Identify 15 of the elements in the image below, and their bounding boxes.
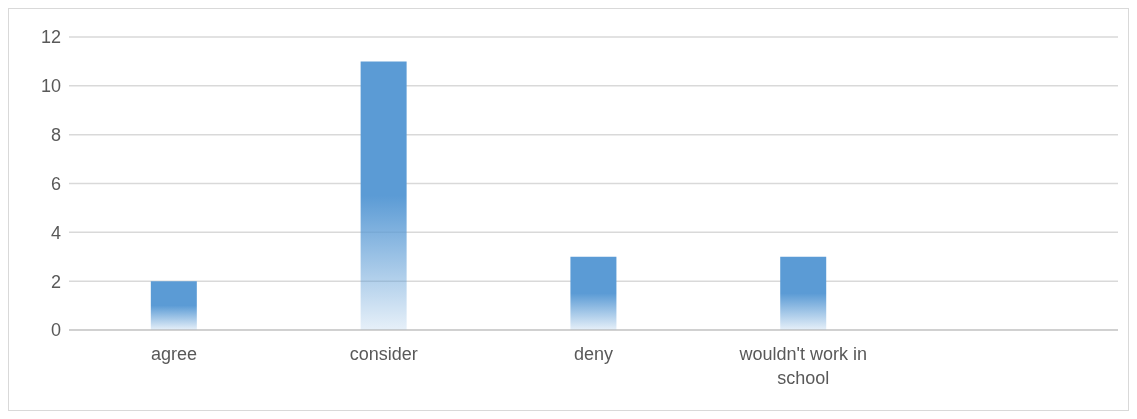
- bar: [570, 256, 617, 330]
- bar: [150, 281, 197, 330]
- y-tick-label: 12: [40, 27, 61, 48]
- x-tick-label: agree: [150, 344, 197, 364]
- x-tick-label: deny: [573, 344, 614, 364]
- y-tick-label: 8: [50, 125, 61, 146]
- y-tick-label: 2: [50, 271, 61, 292]
- y-tick-label: 4: [50, 222, 61, 243]
- y-tick-label: 10: [40, 76, 61, 97]
- bar: [780, 256, 827, 330]
- y-tick-label: 6: [50, 173, 61, 194]
- y-tick-label: 0: [50, 320, 61, 341]
- x-tick-label: wouldn't work in school: [738, 344, 868, 388]
- bar: [360, 61, 407, 330]
- x-tick-label: consider: [349, 344, 418, 364]
